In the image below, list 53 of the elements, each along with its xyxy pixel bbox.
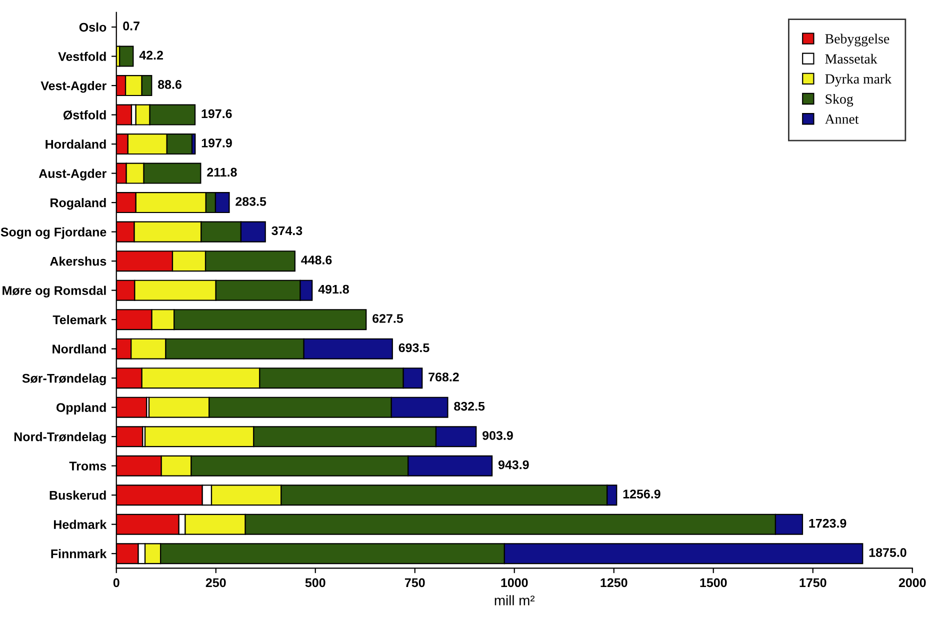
x-tick-label: 250	[206, 578, 226, 588]
total-label: 0.7	[123, 22, 140, 30]
total-label: 491.8	[318, 284, 349, 294]
x-tick-label: 750	[404, 578, 425, 588]
y-tick-label: Troms	[69, 462, 106, 470]
x-tick-label: 0	[113, 578, 120, 588]
total-label: 693.5	[398, 343, 430, 352]
y-tick-label: Aust-Agder	[38, 168, 106, 180]
legend-label: Dyrka mark	[825, 74, 892, 87]
legend-label: Massetak	[825, 54, 878, 64]
total-label: 283.5	[236, 197, 266, 206]
total-label: 1256.9	[623, 490, 660, 498]
total-label: 374.3	[272, 226, 302, 236]
x-tick-label: 500	[305, 578, 326, 588]
legend-label: Bebyggelse	[825, 34, 890, 46]
y-tick-label: Østfold	[63, 110, 106, 120]
y-tick-label: Oslo	[79, 22, 106, 32]
total-label: 903.9	[482, 431, 513, 440]
y-tick-label: Akershus	[50, 256, 106, 266]
x-tick-label: 2000	[898, 578, 926, 588]
x-tick-label: 1500	[700, 578, 727, 588]
total-label: 88.6	[158, 80, 182, 89]
y-tick-label: Møre og Romsdal	[2, 286, 106, 298]
x-axis-title: mill m²	[494, 595, 535, 606]
y-tick-label: Hedmark	[54, 520, 107, 529]
total-label: 197.6	[202, 109, 232, 118]
y-tick-label: Telemark	[52, 315, 107, 324]
total-label: 448.6	[301, 256, 332, 264]
y-tick-label: Vestfold	[58, 52, 106, 61]
y-tick-label: Oppland	[56, 402, 106, 414]
total-label: 211.8	[207, 168, 237, 177]
total-label: 943.9	[498, 460, 529, 470]
x-tick-label: 1250	[600, 578, 628, 588]
y-tick-label: Sogn og Fjordane	[0, 227, 106, 239]
x-tick-label: 1750	[800, 578, 826, 588]
y-tick-label: Rogaland	[50, 198, 106, 210]
y-tick-label: Nord-Trøndelag	[14, 432, 106, 444]
y-tick-label: Nordland	[52, 344, 106, 354]
total-label: 1875.0	[869, 548, 906, 557]
total-label: 832.5	[454, 402, 485, 411]
legend-label: Annet	[824, 114, 859, 124]
y-tick-label: Finnmark	[51, 549, 107, 558]
total-label: 627.5	[372, 314, 404, 323]
total-label: 768.2	[428, 372, 459, 382]
legend-label: Skog	[826, 94, 854, 107]
y-tick-label: Sør-Trøndelag	[22, 374, 106, 386]
y-tick-label: Buskerud	[50, 490, 106, 500]
y-tick-label: Vest-Agder	[40, 81, 106, 93]
x-tick-label: 1000	[501, 578, 528, 588]
total-label: 42.2	[139, 50, 163, 60]
y-tick-label: Hordaland	[46, 140, 106, 149]
total-label: 1723.9	[809, 518, 846, 528]
total-label: 197.9	[202, 138, 232, 148]
